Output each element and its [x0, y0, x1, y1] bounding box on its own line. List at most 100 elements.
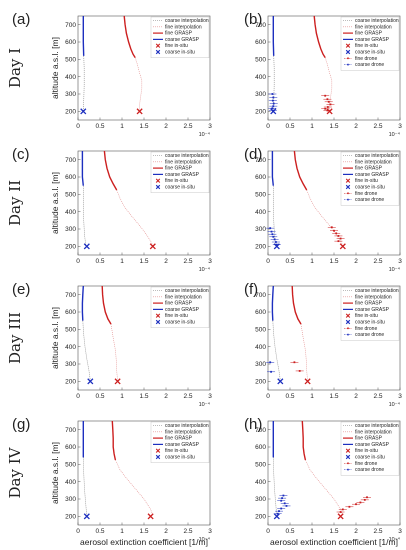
y-tick-label: 600 — [255, 174, 266, 181]
legend-label: fine in-situ — [165, 178, 188, 184]
fine-drone-point — [348, 505, 351, 508]
legend-label: coarse in-situ — [165, 455, 195, 461]
x-tick-label: 0.5 — [95, 528, 104, 535]
legend-label: coarse in-situ — [355, 320, 385, 326]
fine-drone-point — [337, 235, 340, 237]
coarse-drone-point — [270, 370, 272, 373]
x-exponent: 10⁻⁴ — [199, 266, 211, 273]
fine-drone-point — [298, 370, 301, 372]
legend-label: fine in-situ — [355, 43, 378, 49]
x-tick-label: 1.5 — [139, 393, 148, 400]
legend-key — [155, 43, 161, 48]
legend-key — [347, 192, 349, 195]
y-tick-label: 300 — [255, 496, 266, 503]
legend-key — [155, 178, 161, 183]
panel-c: (c) 200 300 400 500 600 700 0 0.5 1 1.5 2 2.5 310⁻⁴ al… — [12, 146, 212, 273]
x-tick-label: 1.5 — [329, 528, 338, 535]
legend-label: coarse interpolation — [165, 153, 209, 159]
legend-label: fine interpolation — [355, 24, 392, 30]
coarse-interpolation-line — [273, 185, 277, 246]
y-tick-label: 300 — [65, 226, 76, 233]
coarse-grasp-line — [271, 151, 274, 186]
y-tick-label: 200 — [255, 244, 266, 251]
legend-label: coarse in-situ — [165, 185, 195, 191]
coarse-drone-point — [271, 99, 274, 102]
panel-label: (h) — [244, 416, 262, 433]
y-tick-label: 700 — [65, 292, 76, 299]
panel-label: (c) — [12, 146, 30, 163]
x-tick-label: 2.5 — [373, 123, 382, 130]
y-tick-label: 600 — [65, 444, 76, 451]
fine-drone-point — [329, 103, 332, 106]
legend-label: fine interpolation — [355, 159, 392, 165]
fine-interpolation-line — [300, 324, 308, 381]
y-tick-label: 200 — [255, 514, 266, 521]
legend-label: coarse GRASP — [355, 442, 390, 448]
coarse-interpolation-line — [83, 185, 87, 246]
legend-key — [347, 198, 349, 201]
panel-e: (e) 200 300 400 500 600 700 0 0.5 1 1.5 2 2.5 310⁻⁴ al… — [12, 281, 212, 408]
legend-box — [340, 151, 400, 206]
x-axis-label: aerosol extinction coefficient [1/m] — [80, 537, 208, 547]
day-label: Day IV — [6, 446, 24, 498]
x-tick-label: 0.5 — [285, 258, 294, 265]
panel-label: (b) — [244, 11, 262, 28]
panel-f: (f) 200 300 400 500 600 700 0 0.5 1 1.5 2 2.5 310⁻⁴ co… — [244, 281, 402, 408]
x-tick-label: 1 — [310, 123, 314, 130]
panel-d: (d) 200 300 400 500 600 700 0 0.5 1 1.5 2 2.5 310⁻⁴ co… — [244, 146, 402, 273]
legend-label: fine interpolation — [165, 294, 202, 300]
legend-label: coarse interpolation — [165, 423, 209, 429]
y-tick-label: 300 — [255, 361, 266, 368]
coarse-drone-point — [272, 102, 275, 105]
x-tick-label: 3 — [208, 123, 212, 130]
day-label: Day I — [6, 48, 24, 88]
x-tick-label: 1.5 — [139, 528, 148, 535]
y-tick-label: 300 — [65, 496, 76, 503]
x-tick-label: 0 — [76, 123, 80, 130]
legend-label: coarse GRASP — [355, 172, 390, 178]
fine-insitu-marker — [149, 243, 156, 250]
x-tick-label: 1 — [310, 528, 314, 535]
fine-grasp-line — [111, 420, 117, 461]
y-tick-label: 600 — [255, 309, 266, 316]
legend-label: coarse interpolation — [355, 18, 399, 24]
fine-insitu-marker — [326, 108, 333, 115]
x-tick-label: 0.5 — [285, 393, 294, 400]
y-tick-label: 500 — [255, 57, 266, 64]
coarse-drone-point — [269, 361, 272, 364]
legend-box — [340, 286, 400, 341]
y-tick-label: 700 — [65, 157, 76, 164]
x-tick-label: 1.5 — [139, 123, 148, 130]
legend-label: fine drone — [355, 56, 377, 62]
coarse-grasp-line — [271, 285, 274, 321]
fine-interpolation-line — [110, 324, 118, 381]
y-tick-label: 700 — [255, 22, 266, 29]
legend-key — [155, 313, 161, 318]
coarse-insitu-marker — [87, 378, 94, 385]
x-tick-label: 2 — [164, 528, 168, 535]
fine-insitu-marker — [304, 378, 311, 385]
y-tick-label: 200 — [65, 514, 76, 521]
coarse-insitu-marker — [83, 513, 90, 520]
panel-label: (a) — [12, 11, 30, 28]
panel-label: (g) — [12, 416, 30, 433]
coarse-drone-point — [270, 230, 273, 233]
y-tick-label: 400 — [255, 479, 266, 486]
legend-label: coarse drone — [355, 467, 384, 473]
coarse-drone-point — [271, 93, 274, 95]
panel-label: (e) — [12, 281, 30, 298]
legend-label: fine interpolation — [165, 24, 202, 30]
legend-label: fine in-situ — [165, 448, 188, 454]
legend-box — [150, 16, 210, 58]
coarse-grasp-line — [81, 285, 84, 321]
legend-label: coarse interpolation — [165, 18, 209, 24]
fine-drone-point — [355, 503, 357, 506]
y-tick-label: 200 — [65, 379, 76, 386]
x-tick-label: 2.5 — [373, 393, 382, 400]
x-tick-label: 2 — [354, 528, 358, 535]
coarse-drone-point — [273, 238, 276, 241]
day-label: Day II — [6, 180, 24, 226]
legend-key — [345, 448, 351, 453]
y-tick-label: 400 — [255, 209, 266, 216]
